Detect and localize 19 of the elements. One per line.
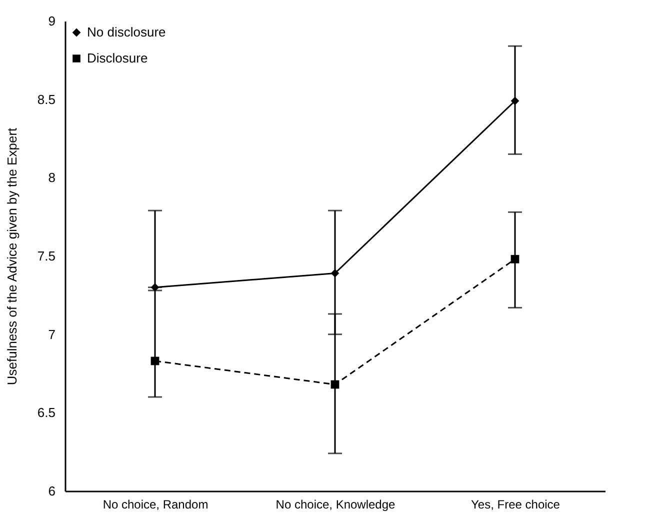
y-tick-label: 6 (48, 484, 56, 498)
y-tick-label: 6.5 (37, 405, 56, 420)
y-tick-label: 9 (48, 14, 56, 28)
y-tick-label: 7 (48, 326, 56, 342)
point (330, 380, 340, 389)
x-tick-label: No choice, Random (102, 498, 208, 512)
x-tick-label: Yes, Free choice (471, 498, 560, 512)
point (150, 283, 160, 292)
y-tick-label: 8.5 (37, 92, 56, 107)
legend-label: No disclosure (87, 24, 166, 40)
point (510, 96, 520, 106)
point (150, 356, 160, 366)
y-tick-label: 8 (48, 170, 56, 186)
y-axis-title: Usefulness of the Advice given by the Expert (4, 127, 20, 386)
legend-label: Disclosure (87, 50, 148, 66)
y-tick-label: 7.5 (37, 248, 56, 264)
point (510, 254, 520, 264)
x-tick-label: No choice, Knowledge (276, 498, 396, 512)
point (330, 269, 340, 278)
